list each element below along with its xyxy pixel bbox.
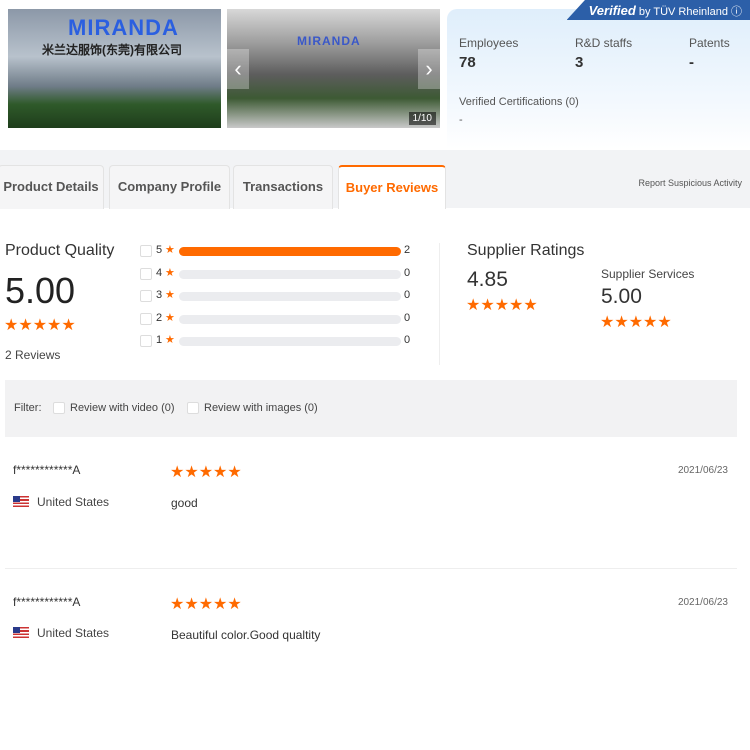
rating-bar <box>179 314 401 324</box>
rating-row-4[interactable]: 4 ★ 0 <box>140 266 420 282</box>
star-icon: ★ <box>165 244 175 256</box>
product-quality-title: Product Quality <box>5 242 115 259</box>
rating-filter-checkbox[interactable] <box>140 245 152 257</box>
rating-filter-checkbox[interactable] <box>140 267 152 280</box>
review-text: Beautiful color.Good qualtity <box>171 628 321 642</box>
stat-patents: Patents - <box>689 36 730 71</box>
supplier-ratings-stars: ★★★★★ <box>466 297 538 314</box>
verified-label: Verified <box>588 3 636 18</box>
filter-images-label: Review with images (0) <box>204 402 318 414</box>
prev-photo-button[interactable]: ‹ <box>227 49 249 89</box>
rating-bar <box>179 337 401 346</box>
us-flag-icon <box>13 496 29 507</box>
rating-count: 0 <box>404 289 411 301</box>
rating-row-1[interactable]: 1 ★ 0 <box>140 334 420 349</box>
rating-row-2[interactable]: 2 ★ 0 <box>140 311 420 327</box>
supplier-services-score: 5.00 <box>601 285 642 308</box>
rating-count: 2 <box>404 244 411 256</box>
divider <box>5 568 737 569</box>
stat-rd-staffs: R&D staffs 3 <box>575 36 633 71</box>
star-level: 1 <box>156 334 163 346</box>
review-stars: ★★★★★ <box>170 464 242 481</box>
rating-row-3[interactable]: 3 ★ 0 <box>140 289 420 304</box>
company-photo-2[interactable]: MIRANDA ‹ › 1/10 <box>227 9 440 128</box>
rating-filter-checkbox[interactable] <box>140 335 152 347</box>
company-logo: MIRANDA <box>297 34 361 48</box>
reviewer-country: United States <box>13 495 109 509</box>
checkbox[interactable] <box>187 402 199 414</box>
supplier-services-stars: ★★★★★ <box>600 314 672 331</box>
stat-employees: Employees 78 <box>459 36 519 71</box>
filter-video-checkbox[interactable]: Review with video (0) <box>53 402 175 416</box>
product-quality-stars: ★★★★★ <box>4 317 76 334</box>
review-date: 2021/06/23 <box>677 465 728 476</box>
tab-buyer-reviews[interactable]: Buyer Reviews <box>338 165 446 209</box>
product-quality-score: 5.00 <box>5 270 76 311</box>
verifier-label: by TÜV Rheinland ⓘ <box>638 6 742 18</box>
tab-bar: Product Details Company Profile Transact… <box>0 150 750 209</box>
supplier-ratings-title: Supplier Ratings <box>467 242 585 259</box>
company-stats-card: Verified by TÜV Rheinland ⓘ Employees 78 … <box>447 0 750 149</box>
star-icon: ★ <box>165 266 175 279</box>
tab-product-details[interactable]: Product Details <box>0 165 104 209</box>
rating-row-5[interactable]: 5 ★ 2 <box>140 244 420 259</box>
rating-bar <box>179 269 401 279</box>
rating-bar <box>179 292 401 301</box>
reviewer-name: f************A <box>13 463 81 477</box>
rating-bar-fill <box>179 247 401 256</box>
star-icon: ★ <box>165 289 175 301</box>
review-count: 2 Reviews <box>5 348 61 362</box>
rating-bar <box>179 247 401 256</box>
verified-badge[interactable]: Verified by TÜV Rheinland ⓘ <box>566 0 750 20</box>
next-photo-button[interactable]: › <box>418 49 440 89</box>
star-icon: ★ <box>165 334 175 346</box>
rating-filter-checkbox[interactable] <box>140 312 152 325</box>
filter-label: Filter: <box>14 402 42 414</box>
divider <box>439 243 440 365</box>
reviewer-country: United States <box>13 626 109 640</box>
review-stars: ★★★★★ <box>170 596 242 613</box>
verified-certifications: Verified Certifications (0) - <box>459 96 579 126</box>
us-flag-icon <box>13 627 29 638</box>
reviewer-name: f************A <box>13 595 81 609</box>
company-logo: MIRANDA <box>68 15 179 40</box>
star-level: 2 <box>156 311 163 324</box>
rating-count: 0 <box>404 311 411 324</box>
company-header: MIRANDA 米兰达服饰(东莞)有限公司 MIRANDA ‹ › 1/10 V… <box>0 0 750 150</box>
review-text: good <box>171 496 198 510</box>
star-level: 5 <box>156 244 163 256</box>
star-level: 4 <box>156 266 163 279</box>
rating-filter-checkbox[interactable] <box>140 290 152 302</box>
filter-video-label: Review with video (0) <box>70 402 175 414</box>
review-date: 2021/06/23 <box>677 597 728 608</box>
star-level: 3 <box>156 289 163 301</box>
rating-count: 0 <box>404 334 411 346</box>
supplier-services-label: Supplier Services <box>601 267 695 281</box>
filter-images-checkbox[interactable]: Review with images (0) <box>187 402 318 416</box>
photo-counter: 1/10 <box>408 112 436 125</box>
tab-transactions[interactable]: Transactions <box>233 165 333 209</box>
supplier-ratings-score: 4.85 <box>467 268 508 291</box>
star-icon: ★ <box>165 311 175 324</box>
rating-count: 0 <box>404 266 411 279</box>
company-photo-1[interactable]: MIRANDA 米兰达服饰(东莞)有限公司 <box>8 9 221 128</box>
report-suspicious-link[interactable]: Report Suspicious Activity <box>638 178 742 188</box>
tab-company-profile[interactable]: Company Profile <box>109 165 230 209</box>
review-filter-bar: Filter: Review with video (0) Review wit… <box>5 380 737 437</box>
company-sign-text: 米兰达服饰(东莞)有限公司 <box>42 43 182 57</box>
checkbox[interactable] <box>53 402 65 414</box>
